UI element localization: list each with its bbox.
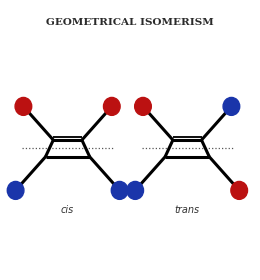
Circle shape [231, 181, 248, 199]
Circle shape [15, 97, 32, 115]
Circle shape [127, 181, 144, 199]
Circle shape [103, 97, 120, 115]
Text: cis: cis [61, 205, 74, 215]
Circle shape [135, 97, 151, 115]
Circle shape [111, 181, 128, 199]
Circle shape [223, 97, 240, 115]
Circle shape [7, 181, 24, 199]
Text: GEOMETRICAL ISOMERISM: GEOMETRICAL ISOMERISM [46, 18, 214, 27]
Text: trans: trans [175, 205, 200, 215]
